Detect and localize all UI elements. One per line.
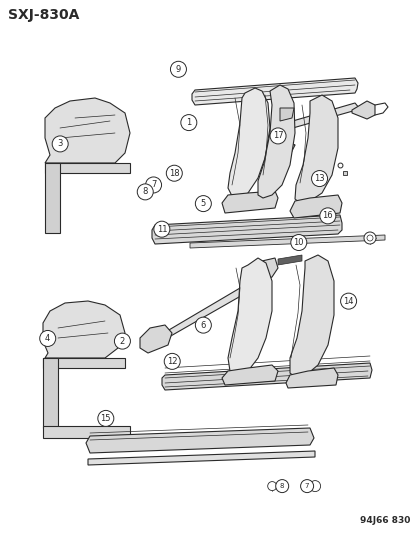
Circle shape	[195, 317, 211, 333]
Polygon shape	[88, 451, 315, 465]
Polygon shape	[150, 273, 268, 348]
Circle shape	[195, 196, 211, 212]
Polygon shape	[192, 78, 358, 105]
Circle shape	[137, 184, 153, 200]
Polygon shape	[43, 426, 130, 438]
Circle shape	[341, 293, 356, 309]
Text: 1: 1	[186, 118, 191, 127]
Text: 7: 7	[305, 483, 309, 489]
Circle shape	[40, 330, 56, 346]
Circle shape	[98, 410, 114, 426]
Circle shape	[166, 165, 182, 181]
Text: SXJ-830A: SXJ-830A	[8, 8, 79, 22]
Text: 11: 11	[156, 225, 167, 233]
Polygon shape	[140, 325, 172, 353]
Polygon shape	[43, 358, 125, 368]
Text: 2: 2	[120, 337, 125, 345]
Circle shape	[115, 333, 130, 349]
Polygon shape	[258, 85, 295, 198]
Polygon shape	[260, 103, 360, 140]
Text: 94J66 830: 94J66 830	[360, 516, 410, 525]
Polygon shape	[286, 368, 338, 388]
Circle shape	[171, 61, 186, 77]
Circle shape	[312, 171, 327, 187]
Polygon shape	[152, 215, 342, 244]
Circle shape	[181, 115, 197, 131]
Circle shape	[268, 482, 277, 490]
Text: 12: 12	[167, 357, 178, 366]
Circle shape	[291, 235, 307, 251]
Polygon shape	[290, 195, 342, 218]
Circle shape	[154, 221, 170, 237]
Circle shape	[52, 136, 68, 152]
Circle shape	[364, 232, 376, 244]
Text: 7: 7	[151, 181, 156, 189]
Text: 16: 16	[322, 212, 333, 220]
Polygon shape	[86, 428, 314, 453]
Polygon shape	[278, 255, 302, 265]
Polygon shape	[222, 191, 278, 213]
Text: 14: 14	[343, 297, 354, 305]
Polygon shape	[252, 137, 295, 159]
Circle shape	[164, 353, 180, 369]
Circle shape	[146, 177, 161, 193]
Polygon shape	[222, 365, 278, 385]
Polygon shape	[255, 127, 275, 145]
Polygon shape	[43, 358, 58, 428]
Polygon shape	[43, 301, 125, 358]
Polygon shape	[352, 101, 375, 119]
Text: 9: 9	[176, 65, 181, 74]
Circle shape	[320, 208, 336, 224]
Text: 8: 8	[280, 483, 284, 489]
Polygon shape	[228, 258, 272, 375]
Text: 18: 18	[169, 169, 180, 177]
Text: 3: 3	[58, 140, 63, 148]
Polygon shape	[280, 108, 294, 121]
Circle shape	[300, 480, 314, 492]
Text: 17: 17	[273, 132, 283, 140]
Text: 15: 15	[100, 414, 111, 423]
Polygon shape	[250, 258, 278, 285]
Polygon shape	[228, 88, 270, 198]
Polygon shape	[162, 363, 372, 390]
Polygon shape	[45, 163, 60, 233]
Text: 10: 10	[293, 238, 304, 247]
Polygon shape	[295, 95, 338, 203]
Circle shape	[310, 481, 321, 491]
Circle shape	[276, 480, 289, 492]
Text: 6: 6	[201, 321, 206, 329]
Text: 13: 13	[314, 174, 325, 183]
Circle shape	[270, 128, 286, 144]
Polygon shape	[290, 255, 334, 378]
Polygon shape	[45, 163, 130, 173]
Text: 4: 4	[45, 334, 50, 343]
Text: 5: 5	[201, 199, 206, 208]
Polygon shape	[45, 98, 130, 163]
Polygon shape	[190, 235, 385, 248]
Text: 8: 8	[143, 188, 148, 196]
